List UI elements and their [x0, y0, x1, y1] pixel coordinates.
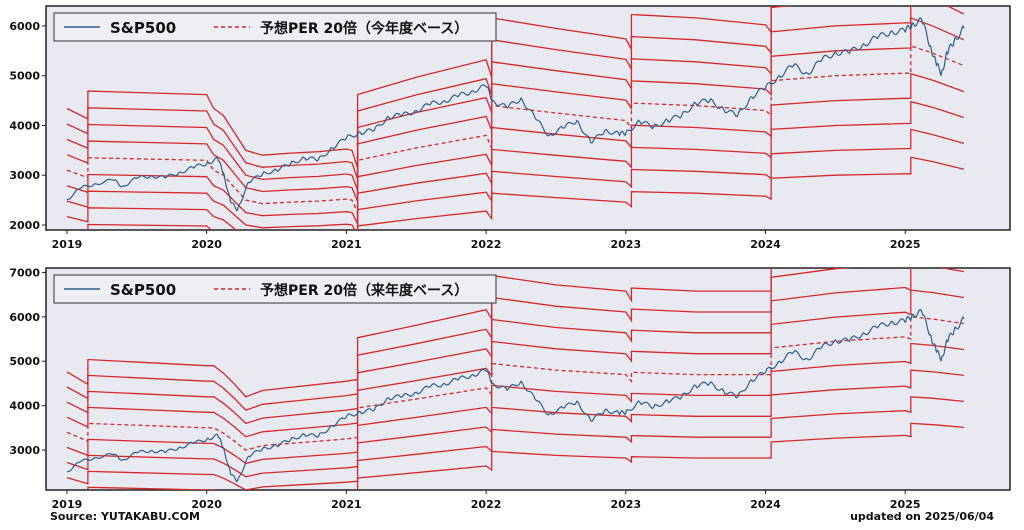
- legend-box: [53, 12, 497, 42]
- x-tick-label: 2025: [890, 238, 921, 251]
- per-band-line-6: [66, 6, 793, 180]
- chart-panel-this-year: 2000 3000 4000 5000 6000 2019 2020 2021 2022 2023…: [9, 5, 1011, 251]
- x-tick-label: 2022: [471, 498, 502, 511]
- legend-label-sp500: S&P500: [110, 19, 176, 37]
- plot-area: [45, 267, 1011, 491]
- x-tick-label: 2021: [331, 238, 362, 251]
- y-tick-label: 7000: [9, 266, 40, 279]
- x-tick-label: 2023: [610, 498, 641, 511]
- per-band-line-3: [66, 342, 964, 465]
- x-tick-label: 2021: [331, 498, 362, 511]
- per-band-line-0: [87, 156, 965, 230]
- per-band-line-2: [66, 369, 964, 478]
- per-band-line-1: [66, 128, 965, 230]
- legend-label-per20: 予想PER 20倍（今年度ベース）: [260, 20, 468, 37]
- y-tick-label: 2000: [9, 219, 40, 232]
- per-band-line-7: [66, 6, 772, 168]
- chart-panel-next-year: 3000 4000 5000 6000 7000 2019 2020 2021 2022 2023…: [9, 266, 1011, 511]
- plot-lines: [66, 268, 965, 490]
- x-tick-label: 2024: [750, 238, 781, 251]
- legend-label-sp500: S&P500: [110, 281, 176, 299]
- plot-lines: [66, 6, 965, 230]
- sp500-series-line: [66, 308, 965, 483]
- x-tick-label: 2023: [610, 238, 641, 251]
- per-band-line-5: [66, 268, 965, 425]
- legend-box: [53, 274, 497, 304]
- sp500-series-line: [66, 17, 965, 212]
- legend-label-per20: 予想PER 20倍（来年度ベース）: [260, 282, 468, 299]
- y-tick-label: 5000: [9, 70, 40, 83]
- y-tick-label: 5000: [9, 355, 40, 368]
- per20-series-line: [66, 44, 965, 213]
- per-band-line-4: [66, 289, 965, 438]
- x-tick-label: 2020: [191, 238, 222, 251]
- per-band-line-6: [66, 268, 852, 411]
- x-tick-label: 2022: [471, 238, 502, 251]
- legend: S&P500 予想PER 20倍（来年度ベース）: [53, 274, 497, 304]
- per-band-line-2: [66, 100, 965, 230]
- source-credit: Source: YUTAKABU.COM: [50, 510, 200, 523]
- per-band-line-1: [66, 396, 964, 490]
- y-tick-label: 6000: [9, 20, 40, 33]
- x-tick-label: 2019: [52, 238, 83, 251]
- updated-date: updated on 2025/06/04: [850, 510, 994, 523]
- per-band-line-4: [66, 16, 965, 202]
- per-band-line-0: [87, 422, 964, 490]
- y-tick-label: 3000: [9, 444, 40, 457]
- x-tick-label: 2024: [750, 498, 781, 511]
- y-tick-label: 6000: [9, 311, 40, 324]
- per-band-line-5: [66, 6, 965, 191]
- per-band-line-7: [66, 268, 772, 398]
- per20-series-line: [66, 316, 964, 451]
- y-tick-label: 3000: [9, 169, 40, 182]
- per-band-line-3: [66, 72, 965, 225]
- legend: S&P500 予想PER 20倍（今年度ベース）: [53, 12, 497, 42]
- y-tick-label: 4000: [9, 119, 40, 132]
- x-tick-label: 2019: [52, 498, 83, 511]
- x-tick-label: 2020: [191, 498, 222, 511]
- x-tick-label: 2025: [890, 498, 921, 511]
- y-tick-label: 4000: [9, 400, 40, 413]
